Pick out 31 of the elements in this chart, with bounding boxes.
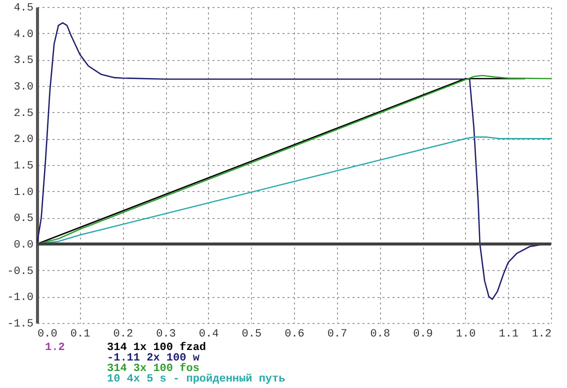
x-tick-label: 1.2: [532, 328, 552, 340]
x-tick-label: 0.9: [413, 328, 433, 340]
x-tick-label: 0.5: [242, 328, 262, 340]
y-tick-label: 2.5: [14, 108, 34, 120]
x-tick-label: 0.6: [284, 328, 304, 340]
y-tick-label: 4.5: [14, 2, 34, 14]
y-tick-label: 3.0: [14, 82, 34, 94]
text: 10 4x 5 s - пройденный путь: [107, 374, 286, 386]
x-tick-label: 0.2: [113, 328, 134, 340]
text: 1.2: [45, 342, 65, 354]
x-tick-label: 0.0: [38, 328, 58, 340]
y-tick-label: 1.5: [14, 160, 34, 172]
text: 314 1x 100 fzad: [107, 341, 206, 354]
y-tick-label: -0.5: [7, 266, 34, 278]
text: 314 3x 100 fos: [107, 362, 200, 375]
y-tick-label: 0.0: [14, 240, 34, 252]
text: -1.11 2x 100 w: [107, 352, 200, 364]
x-tick-label: 0.3: [156, 328, 176, 340]
x-tick-label: 0.8: [370, 328, 390, 340]
y-tick-label: -1.0: [7, 292, 34, 304]
x-tick-label: 0.7: [327, 328, 348, 340]
x-tick-label: 0.1: [70, 328, 91, 340]
y-tick-label: 3.5: [14, 55, 34, 68]
x-tick-label: 0.4: [198, 328, 220, 340]
y-tick-label: 4.0: [14, 28, 34, 41]
y-tick-label: 1.0: [14, 186, 34, 199]
x-tick-label: 1.1: [498, 328, 519, 340]
y-tick-label: 0.5: [14, 213, 34, 226]
x-tick-label: 1.0: [456, 328, 476, 340]
y-tick-label: -1.5: [7, 318, 34, 330]
y-tick-label: 2.0: [14, 134, 34, 146]
